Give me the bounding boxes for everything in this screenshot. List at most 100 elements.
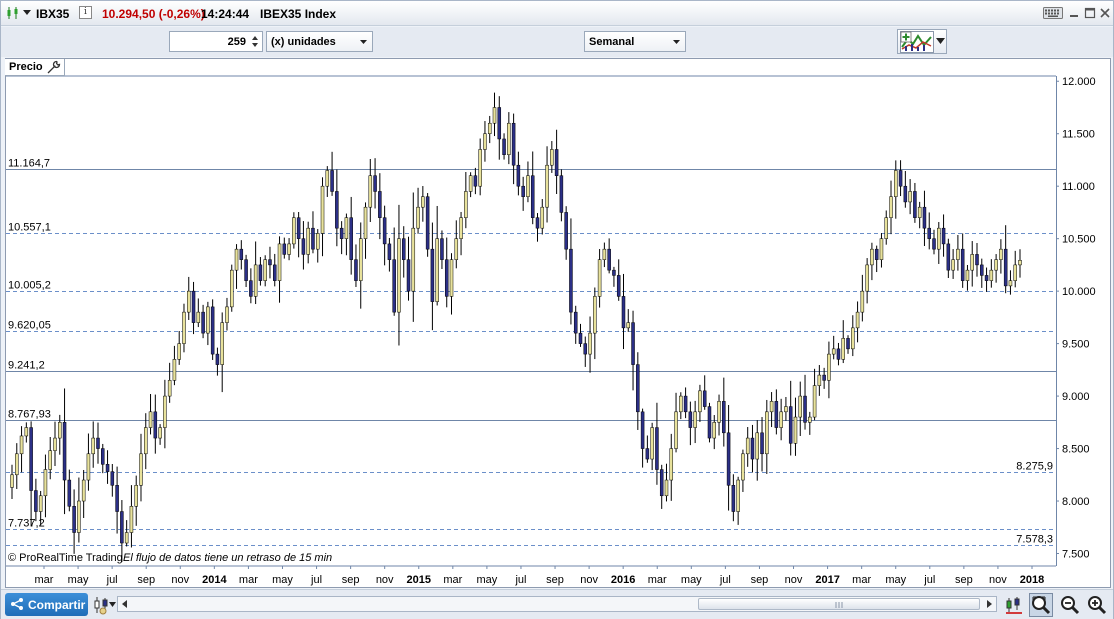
candle-body[interactable] <box>406 259 411 292</box>
candle-body[interactable] <box>970 254 974 271</box>
candle-body[interactable] <box>607 248 611 271</box>
candle-body[interactable] <box>545 164 549 208</box>
candle-body[interactable] <box>258 264 263 281</box>
candle-body[interactable] <box>387 243 392 260</box>
candle-body[interactable] <box>860 290 865 313</box>
candle-body[interactable] <box>282 243 287 255</box>
candle-body[interactable] <box>210 306 215 355</box>
chart-canvas[interactable]: 11.164,7 10.557,1 10.005,2 9.620,05 9.241,2 8… <box>6 59 1110 587</box>
scroll-left-icon[interactable] <box>118 597 132 611</box>
candle-body[interactable] <box>382 217 387 245</box>
candle-body[interactable] <box>564 212 568 250</box>
candle-body[interactable] <box>358 238 363 281</box>
candle-body[interactable] <box>626 322 631 329</box>
candle-body[interactable] <box>101 448 105 465</box>
spinner-arrows-icon[interactable] <box>249 33 261 50</box>
candle-body[interactable] <box>836 348 841 360</box>
chevron-down-icon[interactable] <box>936 38 945 45</box>
candle-body[interactable] <box>148 411 153 428</box>
candle-body[interactable] <box>172 359 177 381</box>
candlestick-icon[interactable] <box>6 6 20 20</box>
candle-body[interactable] <box>272 264 277 281</box>
candle-body[interactable] <box>459 217 463 239</box>
candle-body[interactable] <box>430 248 435 302</box>
candle-body[interactable] <box>679 395 683 413</box>
candle-body[interactable] <box>249 280 253 297</box>
close-icon[interactable] <box>1098 6 1112 20</box>
candle-body[interactable] <box>191 290 196 323</box>
candle-body[interactable] <box>755 432 760 460</box>
candle-body[interactable] <box>750 437 755 460</box>
candle-body[interactable] <box>311 227 315 250</box>
candle-body[interactable] <box>664 479 669 497</box>
candle-body[interactable] <box>559 175 564 213</box>
candle-body[interactable] <box>1003 248 1008 287</box>
candle-body[interactable] <box>683 395 688 413</box>
candle-body[interactable] <box>464 191 468 218</box>
candle-body[interactable] <box>822 374 826 381</box>
candle-body[interactable] <box>535 217 540 229</box>
candle-body[interactable] <box>139 453 143 486</box>
candle-body[interactable] <box>62 422 67 481</box>
candle-body[interactable] <box>368 175 373 208</box>
candle-body[interactable] <box>702 390 707 407</box>
candle-body[interactable] <box>492 107 497 124</box>
candle-body[interactable] <box>487 122 492 134</box>
candle-body[interactable] <box>731 485 736 512</box>
candle-body[interactable] <box>841 338 845 360</box>
candle-body[interactable] <box>201 311 205 334</box>
candle-body[interactable] <box>741 453 745 481</box>
candle-body[interactable] <box>301 238 306 255</box>
candle-body[interactable] <box>784 406 788 413</box>
candle-body[interactable] <box>77 500 81 533</box>
candle-body[interactable] <box>363 206 368 239</box>
candle-body[interactable] <box>483 133 487 150</box>
candle-body[interactable] <box>315 233 320 250</box>
candle-body[interactable] <box>206 306 210 334</box>
candle-body[interactable] <box>167 380 172 397</box>
candle-body[interactable] <box>234 248 239 271</box>
candle-body[interactable] <box>669 448 674 481</box>
candle-body[interactable] <box>144 427 148 455</box>
candle-body[interactable] <box>239 248 244 260</box>
candle-body[interactable] <box>29 427 33 491</box>
candle-body[interactable] <box>320 185 325 234</box>
chart-style-icon[interactable] <box>93 595 111 615</box>
candle-body[interactable] <box>927 227 931 239</box>
candle-body[interactable] <box>774 401 779 428</box>
fit-chart-icon[interactable] <box>1004 595 1024 615</box>
candle-body[interactable] <box>597 259 602 297</box>
candle-body[interactable] <box>1018 260 1022 266</box>
candle-body[interactable] <box>153 411 158 439</box>
candle-body[interactable] <box>91 437 95 455</box>
candle-body[interactable] <box>354 259 358 281</box>
candle-body[interactable] <box>956 248 960 260</box>
candle-body[interactable] <box>588 332 592 355</box>
candle-body[interactable] <box>53 437 57 451</box>
candle-body[interactable] <box>335 191 339 229</box>
candle-body[interactable] <box>712 422 717 439</box>
candle-body[interactable] <box>268 259 272 266</box>
candle-body[interactable] <box>917 206 922 218</box>
candle-body[interactable] <box>975 254 979 266</box>
candle-body[interactable] <box>578 332 583 344</box>
candle-body[interactable] <box>760 432 764 455</box>
candle-body[interactable] <box>187 290 191 313</box>
candle-body[interactable] <box>67 479 72 507</box>
candle-body[interactable] <box>994 259 998 271</box>
candle-body[interactable] <box>865 264 869 292</box>
candle-body[interactable] <box>960 248 965 281</box>
candle-body[interactable] <box>550 149 554 166</box>
candle-body[interactable] <box>874 248 879 260</box>
candle-body[interactable] <box>645 448 650 460</box>
price-chart[interactable]: 11.164,7 10.557,1 10.005,2 9.620,05 9.241,2 8… <box>5 58 1111 588</box>
candle-body[interactable] <box>693 411 697 428</box>
candle-body[interactable] <box>115 485 119 512</box>
candle-body[interactable] <box>521 185 525 197</box>
candle-body[interactable] <box>583 343 588 355</box>
candle-body[interactable] <box>421 196 425 208</box>
candle-body[interactable] <box>129 506 134 533</box>
candle-body[interactable] <box>851 327 855 350</box>
candle-body[interactable] <box>808 416 812 423</box>
candle-body[interactable] <box>48 450 52 470</box>
